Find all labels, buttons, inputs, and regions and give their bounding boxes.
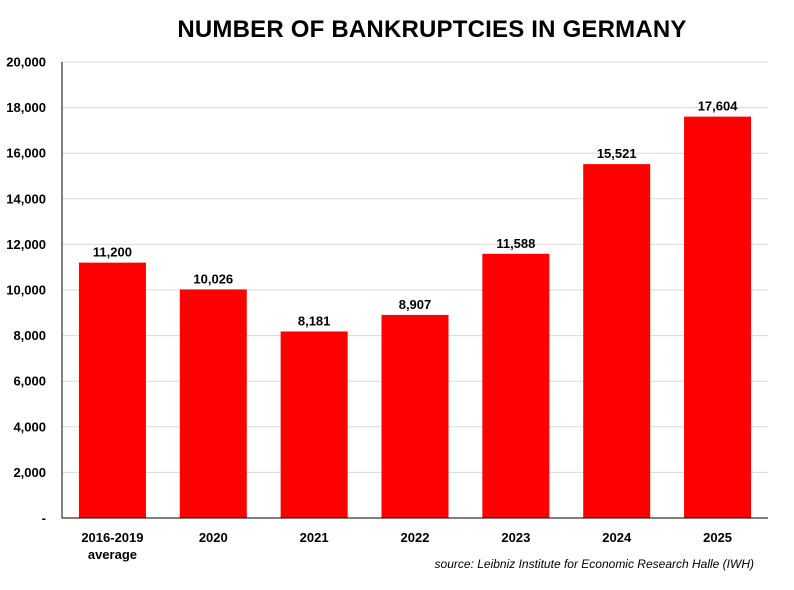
data-label: 11,588 <box>496 236 535 251</box>
data-label: 8,181 <box>298 313 331 328</box>
chart-title: NUMBER OF BANKRUPTCIES IN GERMANY <box>177 16 687 43</box>
x-tick-label: 2016-2019 <box>81 530 143 545</box>
bar <box>583 164 651 518</box>
y-tick-label: 12,000 <box>6 237 46 252</box>
axes <box>61 62 768 519</box>
x-tick-label: 2024 <box>602 530 632 545</box>
y-tick-label: 6,000 <box>13 374 46 389</box>
x-tick-label: 2020 <box>199 530 228 545</box>
x-tick-label: average <box>88 547 137 562</box>
bar <box>280 331 348 518</box>
y-tick-label: 10,000 <box>6 283 46 298</box>
data-label: 15,521 <box>597 146 637 161</box>
y-tick-label: 14,000 <box>6 191 46 206</box>
x-tick-label: 2022 <box>401 530 430 545</box>
labels: - 2,000 4,000 6,000 8,000 10,000 12,000 14,000 1… <box>6 55 738 563</box>
source-note: source: Leibniz Institute for Economic R… <box>434 557 754 571</box>
data-label: 17,604 <box>698 99 739 114</box>
y-tick-label: 8,000 <box>13 328 46 343</box>
data-label: 10,026 <box>193 271 233 286</box>
y-tick-label: 2,000 <box>13 465 46 480</box>
y-tick-label: - <box>42 511 46 526</box>
data-label: 8,907 <box>399 297 432 312</box>
y-tick-label: 20,000 <box>6 55 46 70</box>
bar <box>381 314 449 518</box>
bar <box>684 116 752 519</box>
data-label: 11,200 <box>93 245 132 260</box>
bar <box>482 253 550 519</box>
x-tick-label: 2025 <box>703 530 732 545</box>
bars <box>78 116 752 519</box>
x-tick-label: 2023 <box>501 530 530 545</box>
y-tick-label: 4,000 <box>13 419 46 434</box>
y-tick-label: 16,000 <box>6 146 46 161</box>
bar <box>179 289 247 518</box>
y-tick-label: 18,000 <box>6 100 46 115</box>
x-tick-label: 2021 <box>300 530 329 545</box>
bar <box>78 262 146 518</box>
